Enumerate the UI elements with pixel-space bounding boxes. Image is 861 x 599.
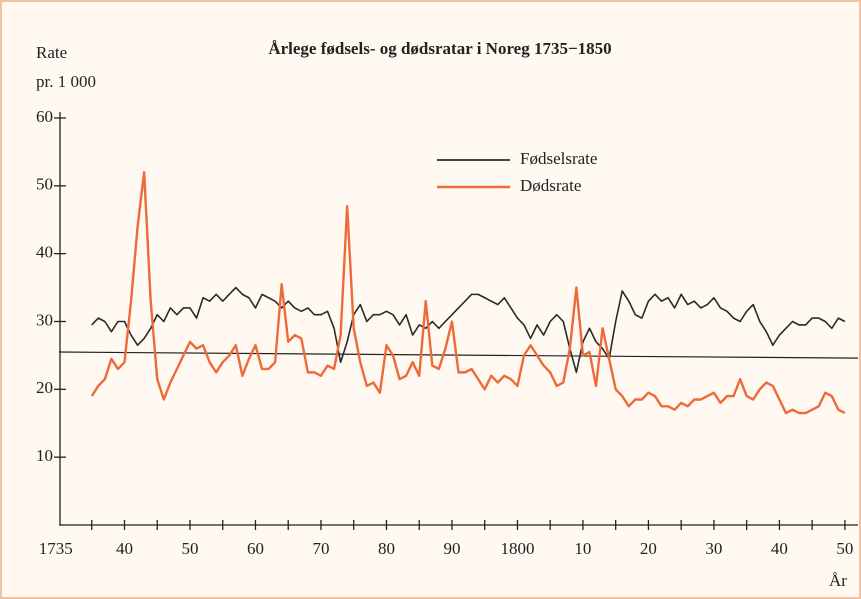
chart-title: Årlege fødsels- og dødsratar i Noreg 173…: [268, 39, 611, 58]
x-tick-label: 90: [443, 539, 460, 558]
legend-label: Dødsrate: [520, 176, 581, 195]
series-line: [91, 286, 846, 374]
y-tick-label: 40: [36, 243, 53, 262]
x-tick-label: 60: [247, 539, 264, 558]
y-axis-label: pr. 1 000: [36, 72, 96, 91]
x-tick-label: 80: [378, 539, 395, 558]
x-tick-label: 1735: [39, 539, 73, 558]
y-tick-label: 60: [36, 107, 53, 126]
x-axis-label: År: [829, 571, 847, 590]
y-tick-label: 50: [36, 175, 53, 194]
x-tick-label: 1800: [500, 539, 534, 558]
y-tick-label: 10: [36, 446, 53, 465]
x-tick-label: 40: [771, 539, 788, 558]
x-tick-label: 70: [312, 539, 329, 558]
y-tick-label: 30: [36, 310, 53, 329]
series-line: [90, 171, 846, 415]
x-tick-label: 50: [181, 539, 198, 558]
y-axis-label: Rate: [36, 43, 67, 62]
trend-line: [58, 351, 859, 359]
x-tick-label: 20: [640, 539, 657, 558]
legend-label: Fødselsrate: [520, 149, 597, 168]
x-tick-label: 30: [705, 539, 722, 558]
y-tick-label: 20: [36, 378, 53, 397]
x-tick-label: 10: [574, 539, 591, 558]
x-tick-label: 50: [836, 539, 853, 558]
x-tick-label: 40: [116, 539, 133, 558]
